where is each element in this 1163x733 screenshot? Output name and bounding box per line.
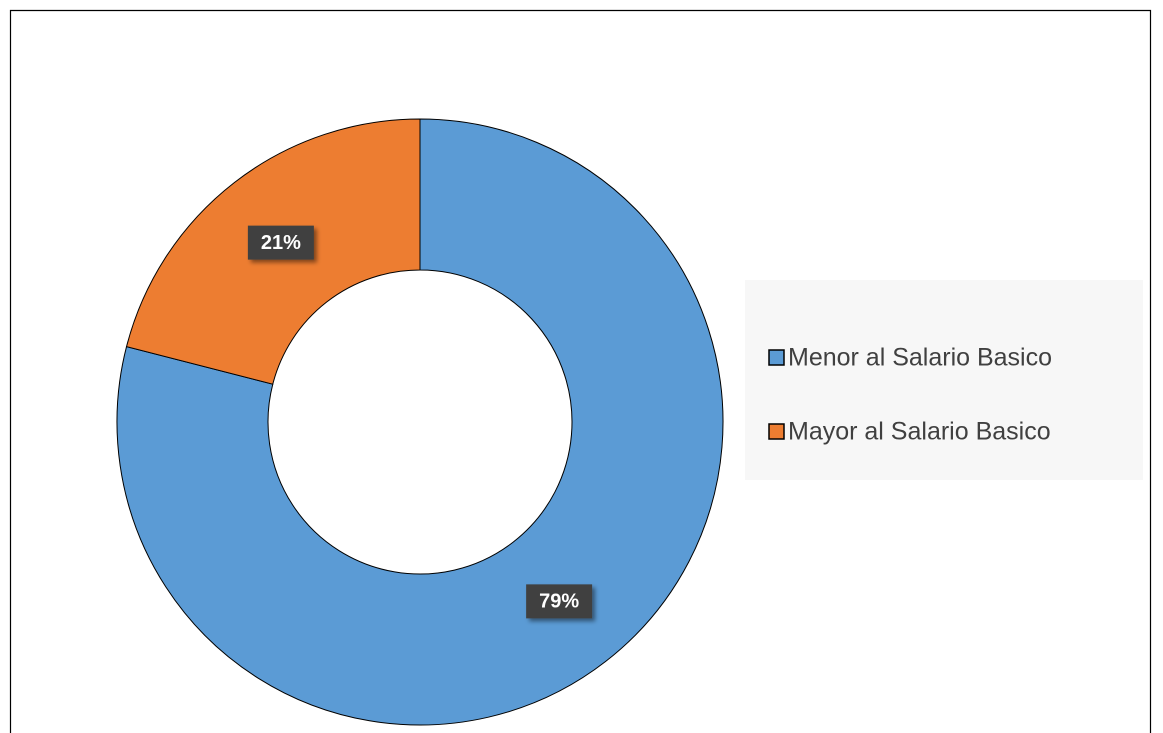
chart-border (9, 9, 1152, 733)
legend-label: Mayor al Salario Basico (788, 418, 1051, 446)
value-label: 21% (261, 232, 301, 254)
legend-label: Menor al Salario Basico (788, 344, 1052, 372)
value-label: 79% (539, 591, 579, 613)
donut-slice (116, 118, 724, 726)
value-label-box (526, 584, 593, 619)
legend-swatch (768, 423, 785, 440)
legend-swatch (768, 349, 785, 366)
value-label-box (247, 225, 314, 260)
legend-box (745, 280, 1143, 480)
